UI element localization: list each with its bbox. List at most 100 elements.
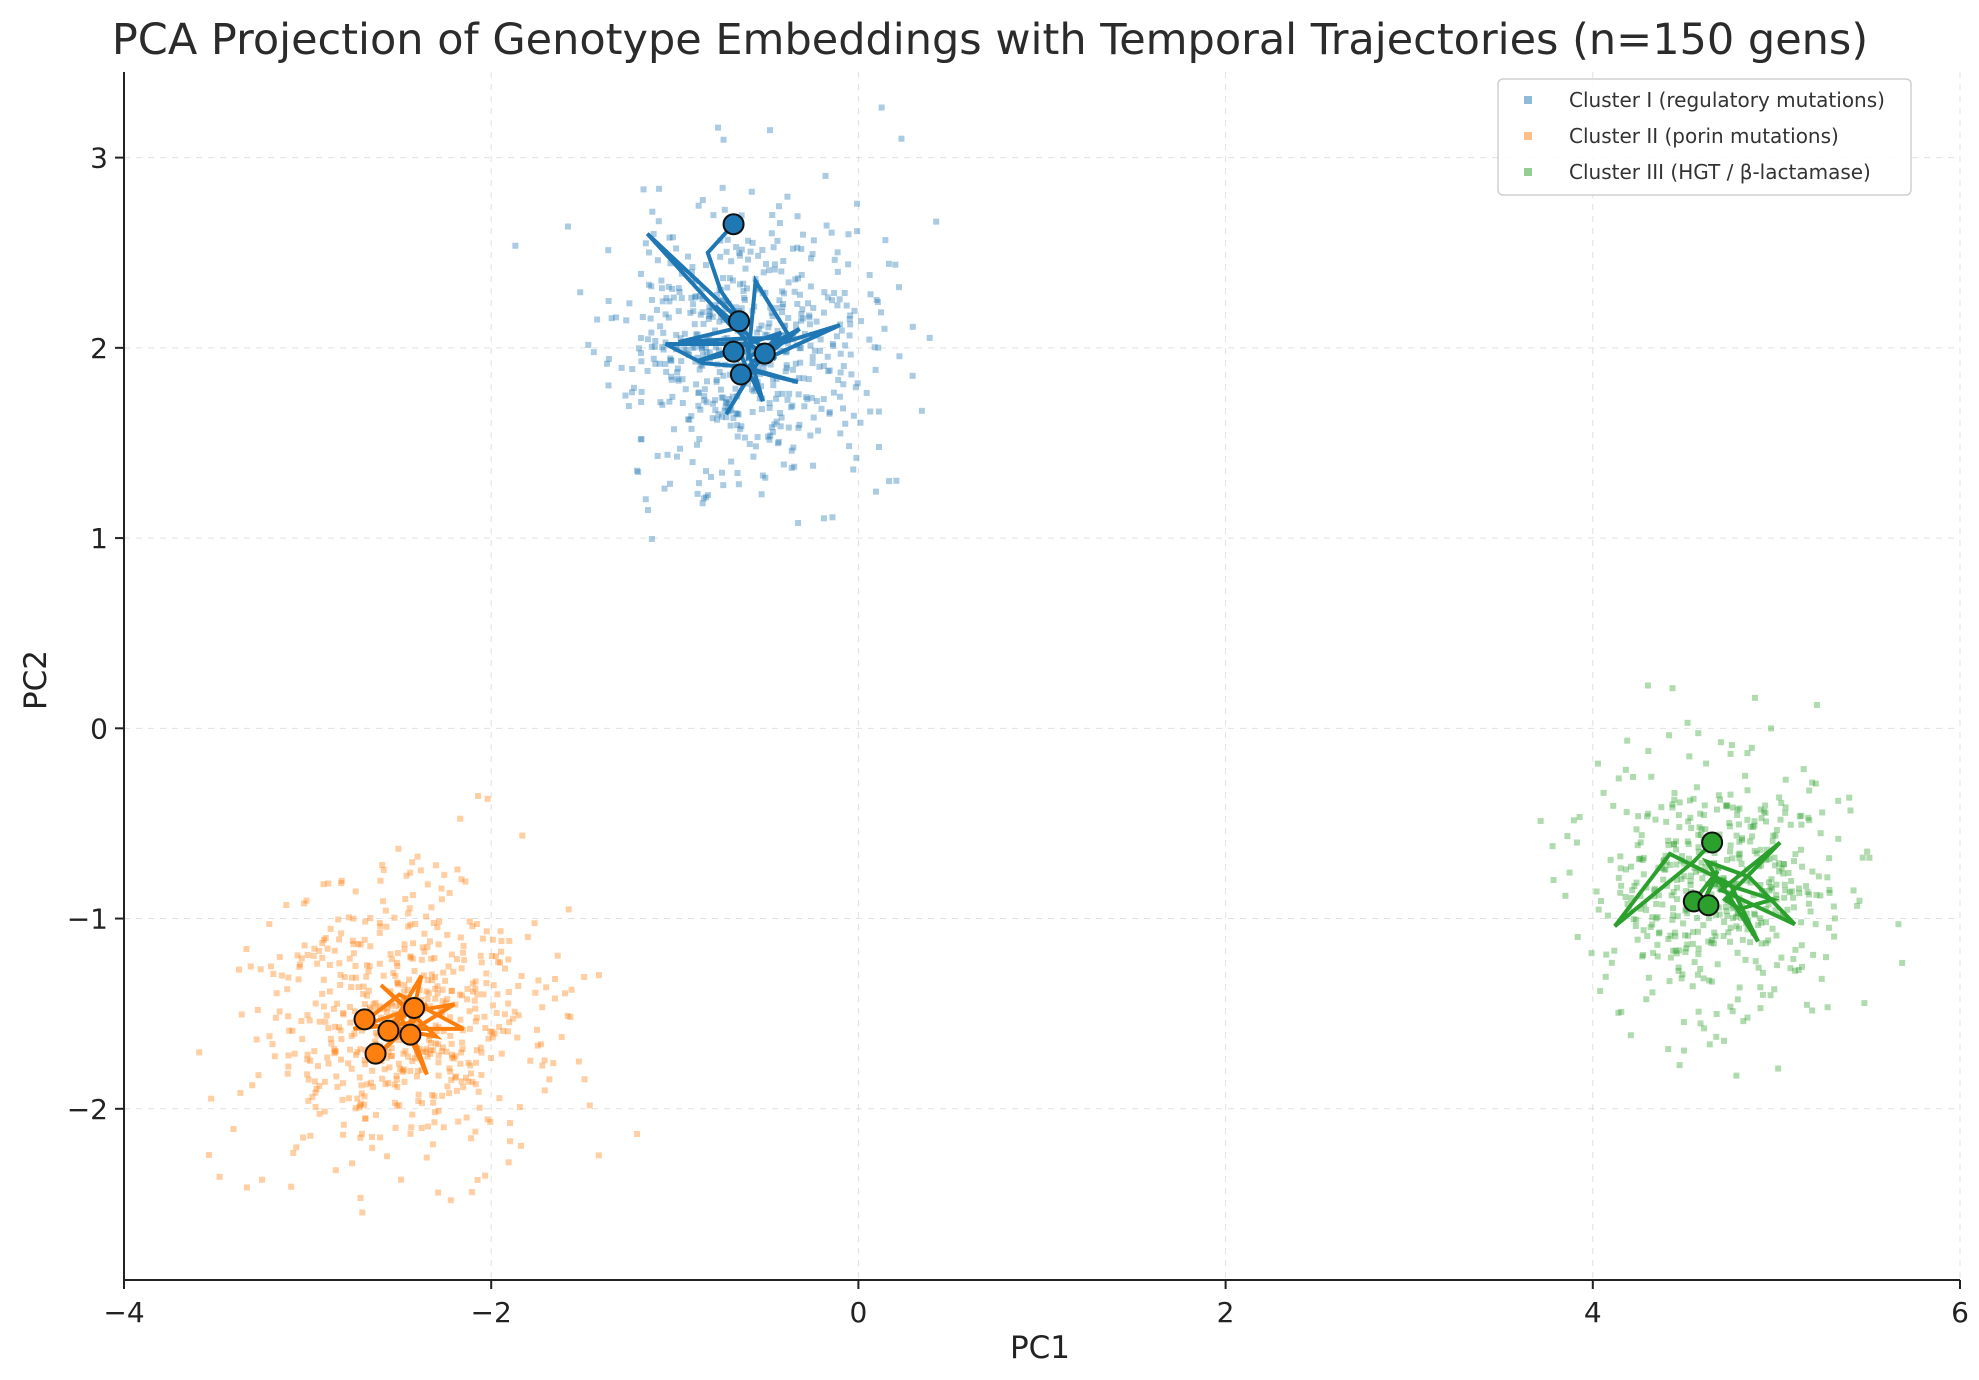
scatter-point — [489, 1034, 496, 1041]
scatter-point — [1723, 908, 1730, 915]
scatter-point — [1640, 871, 1647, 878]
scatter-point — [1637, 855, 1644, 862]
scatter-point — [295, 976, 302, 983]
scatter-point — [732, 385, 739, 392]
scatter-point — [851, 307, 858, 314]
scatter-point — [795, 375, 802, 382]
scatter-point — [331, 1046, 338, 1053]
scatter-point — [304, 951, 311, 958]
scatter-point — [472, 1018, 479, 1025]
scatter-point — [420, 972, 427, 979]
scatter-point — [1736, 855, 1743, 862]
scatter-point — [674, 369, 681, 376]
scatter-point — [352, 1105, 359, 1112]
scatter-point — [447, 1032, 454, 1039]
scatter-point — [1781, 861, 1788, 868]
scatter-point — [720, 136, 727, 143]
scatter-point — [208, 1095, 215, 1102]
scatter-point — [1594, 760, 1601, 767]
scatter-point — [734, 422, 741, 429]
scatter-point — [1805, 900, 1812, 907]
scatter-point — [770, 376, 777, 383]
scatter-point — [1768, 725, 1775, 732]
scatter-point — [1675, 967, 1682, 974]
scatter-point — [340, 1080, 347, 1087]
scatter-point — [430, 1099, 437, 1106]
scatter-point — [1673, 846, 1680, 853]
scatter-point — [1727, 848, 1734, 855]
scatter-point — [637, 350, 644, 357]
scatter-point — [301, 900, 308, 907]
scatter-point — [1708, 939, 1715, 946]
scatter-point — [352, 1051, 359, 1058]
scatter-point — [755, 252, 762, 259]
scatter-point — [381, 1066, 388, 1073]
scatter-point — [1850, 887, 1857, 894]
scatter-point — [769, 312, 776, 319]
scatter-point — [758, 406, 765, 413]
scatter-point — [893, 477, 900, 484]
scatter-point — [789, 245, 796, 252]
scatter-point — [716, 318, 723, 325]
scatter-point — [748, 386, 755, 393]
scatter-point — [794, 213, 801, 220]
scatter-point — [706, 349, 713, 356]
x-tick-label: 0 — [849, 1296, 867, 1329]
scatter-point — [432, 1022, 439, 1029]
scatter-point — [697, 311, 704, 318]
scatter-point — [462, 878, 469, 885]
scatter-point — [652, 337, 659, 344]
scatter-point — [1549, 843, 1556, 850]
scatter-point — [1751, 910, 1758, 917]
scatter-point — [468, 1070, 475, 1077]
scatter-point — [415, 1091, 422, 1098]
scatter-point — [469, 923, 476, 930]
scatter-point — [369, 1067, 376, 1074]
scatter-point — [445, 963, 452, 970]
scatter-point — [384, 1153, 391, 1160]
scatter-point — [826, 410, 833, 417]
scatter-point — [321, 1003, 328, 1010]
scatter-point — [413, 1021, 420, 1028]
scatter-point — [693, 381, 700, 388]
scatter-point — [810, 237, 817, 244]
scatter-point — [820, 515, 827, 522]
scatter-point — [1695, 844, 1702, 851]
scatter-point — [372, 1006, 379, 1013]
trajectory-marker — [399, 1023, 422, 1046]
scatter-point — [1727, 842, 1734, 849]
scatter-point — [505, 1000, 512, 1007]
scatter-point — [506, 1019, 513, 1026]
scatter-point — [432, 1040, 439, 1047]
scatter-point — [332, 1047, 339, 1054]
scatter-point — [363, 962, 370, 969]
scatter-point — [813, 318, 820, 325]
scatter-point — [1698, 826, 1705, 833]
scatter-point — [1673, 861, 1680, 868]
scatter-point — [748, 188, 755, 195]
scatter-point — [1674, 884, 1681, 891]
scatter-point — [448, 1040, 455, 1047]
scatter-point — [337, 982, 344, 989]
scatter-point — [690, 308, 697, 315]
scatter-point — [850, 466, 857, 473]
scatter-point — [691, 344, 698, 351]
scatter-point — [721, 407, 728, 414]
scatter-point — [721, 206, 728, 213]
scatter-point — [1686, 753, 1693, 760]
scatter-point — [792, 360, 799, 367]
scatter-point — [796, 421, 803, 428]
scatter-point — [350, 950, 357, 957]
scatter-point — [1693, 868, 1700, 875]
scatter-point — [871, 344, 878, 351]
scatter-point — [321, 1108, 328, 1115]
scatter-point — [373, 1111, 380, 1118]
scatter-point — [475, 1088, 482, 1095]
scatter-point — [1819, 809, 1826, 816]
scatter-point — [794, 244, 801, 251]
scatter-point — [1653, 915, 1660, 922]
scatter-point — [472, 978, 479, 985]
scatter-point — [678, 295, 685, 302]
scatter-point — [435, 1041, 442, 1048]
scatter-point — [771, 421, 778, 428]
